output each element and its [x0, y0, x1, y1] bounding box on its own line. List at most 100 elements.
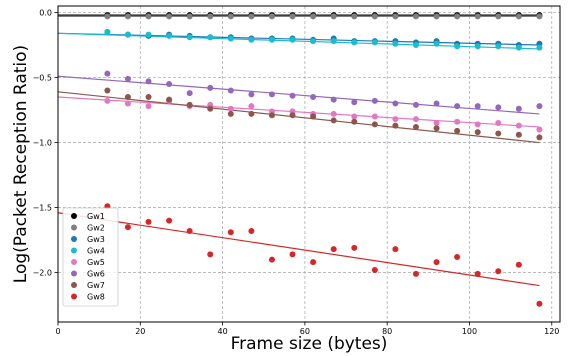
- point-gw8: [186, 227, 193, 234]
- point-gw7: [166, 96, 173, 103]
- point-gw2: [186, 13, 193, 20]
- point-gw6: [268, 91, 275, 98]
- point-gw2: [207, 13, 214, 20]
- plot-frame: [57, 5, 561, 323]
- point-gw5: [248, 103, 255, 110]
- point-gw4: [474, 43, 481, 50]
- point-gw4: [310, 38, 317, 45]
- point-gw5: [536, 126, 543, 133]
- point-gw6: [454, 103, 461, 110]
- y-tick-label: −2.0: [33, 269, 52, 278]
- legend-marker-gw2: [71, 224, 77, 231]
- point-gw6: [474, 103, 481, 110]
- point-gw8: [392, 246, 399, 253]
- legend-label-gw6: Gw6: [87, 270, 105, 279]
- point-gw7: [351, 118, 358, 125]
- legend-label-gw2: Gw2: [87, 224, 105, 233]
- point-gw2: [166, 13, 173, 20]
- point-gw4: [371, 39, 378, 46]
- point-gw8: [268, 256, 275, 263]
- point-gw8: [289, 251, 296, 258]
- point-gw7: [330, 117, 337, 124]
- x-tick-label: 80: [382, 327, 392, 336]
- point-gw7: [248, 110, 255, 117]
- point-gw2: [371, 13, 378, 20]
- point-gw7: [104, 87, 111, 94]
- legend-label-gw1: Gw1: [87, 212, 105, 221]
- legend-label-gw4: Gw4: [87, 247, 105, 256]
- point-gw4: [515, 44, 522, 51]
- legend: Gw1 Gw2 Gw3 Gw4 Gw5 Gw6 Gw7 Gw8: [62, 207, 119, 307]
- point-gw5: [330, 110, 337, 117]
- point-gw6: [289, 92, 296, 99]
- point-gw4: [351, 39, 358, 46]
- legend-marker-gw4: [71, 247, 77, 254]
- point-gw4: [433, 40, 440, 47]
- point-gw2: [124, 13, 131, 20]
- point-gw6: [536, 103, 543, 110]
- point-gw7: [268, 112, 275, 119]
- point-gw8: [536, 300, 543, 307]
- legend-label-gw3: Gw3: [87, 235, 105, 244]
- legend-label-gw8: Gw8: [87, 293, 105, 302]
- point-gw5: [392, 116, 399, 123]
- point-gw8: [166, 217, 173, 224]
- point-gw6: [351, 99, 358, 106]
- legend-label-gw5: Gw5: [87, 258, 105, 267]
- point-gw6: [412, 101, 419, 108]
- point-gw7: [145, 94, 152, 101]
- point-gw6: [433, 100, 440, 107]
- y-tick-label: −1.0: [33, 139, 52, 148]
- point-gw8: [227, 229, 234, 236]
- point-gw4: [536, 44, 543, 51]
- point-gw6: [104, 70, 111, 77]
- point-gw4: [124, 31, 131, 38]
- legend-marker-gw8: [71, 293, 77, 300]
- legend-marker-gw3: [71, 236, 77, 242]
- point-gw7: [289, 112, 296, 119]
- y-tick-label: −1.5: [33, 204, 52, 213]
- x-tick-label: 0: [55, 327, 60, 336]
- legend-marker-gw6: [71, 270, 77, 277]
- point-gw7: [392, 122, 399, 129]
- point-gw2: [433, 13, 440, 20]
- point-gw4: [186, 34, 193, 41]
- point-gw4: [268, 36, 275, 43]
- point-gw7: [515, 131, 522, 138]
- point-gw6: [124, 75, 131, 82]
- point-gw6: [207, 84, 214, 91]
- point-gw7: [124, 94, 131, 101]
- fit-line-gw7: [57, 91, 540, 144]
- point-gw7: [536, 134, 543, 141]
- x-axis-label: Frame size (bytes): [231, 334, 388, 354]
- point-gw7: [310, 113, 317, 120]
- point-gw8: [371, 266, 378, 273]
- point-gw2: [412, 13, 419, 20]
- point-gw2: [227, 13, 234, 20]
- fit-line-gw8: [57, 212, 540, 287]
- point-gw8: [207, 251, 214, 258]
- point-gw8: [124, 224, 131, 231]
- point-gw5: [227, 105, 234, 112]
- point-gw4: [454, 43, 461, 50]
- point-gw6: [248, 91, 255, 98]
- point-gw2: [104, 13, 111, 20]
- point-gw6: [495, 104, 502, 111]
- axis-ticks: 0 20 40 60 80 100 120 0.0 −0.5 −1.0 −1.5 −2.0: [33, 9, 560, 336]
- y-tick-label: −0.5: [33, 74, 52, 83]
- fit-line-gw5: [57, 96, 540, 128]
- x-tick-label: 100: [462, 327, 477, 336]
- point-gw2: [248, 13, 255, 20]
- point-gw8: [515, 261, 522, 268]
- y-axis-label: Log(Packet Reception Ratio): [11, 45, 31, 283]
- point-gw4: [330, 38, 337, 45]
- point-gw5: [495, 120, 502, 127]
- point-gw8: [454, 253, 461, 260]
- point-gw8: [412, 270, 419, 277]
- point-gw2: [145, 13, 152, 20]
- point-gw6: [515, 105, 522, 112]
- x-tick-label: 120: [544, 327, 559, 336]
- point-gw4: [145, 31, 152, 38]
- point-gw8: [330, 246, 337, 253]
- point-gw6: [166, 81, 173, 88]
